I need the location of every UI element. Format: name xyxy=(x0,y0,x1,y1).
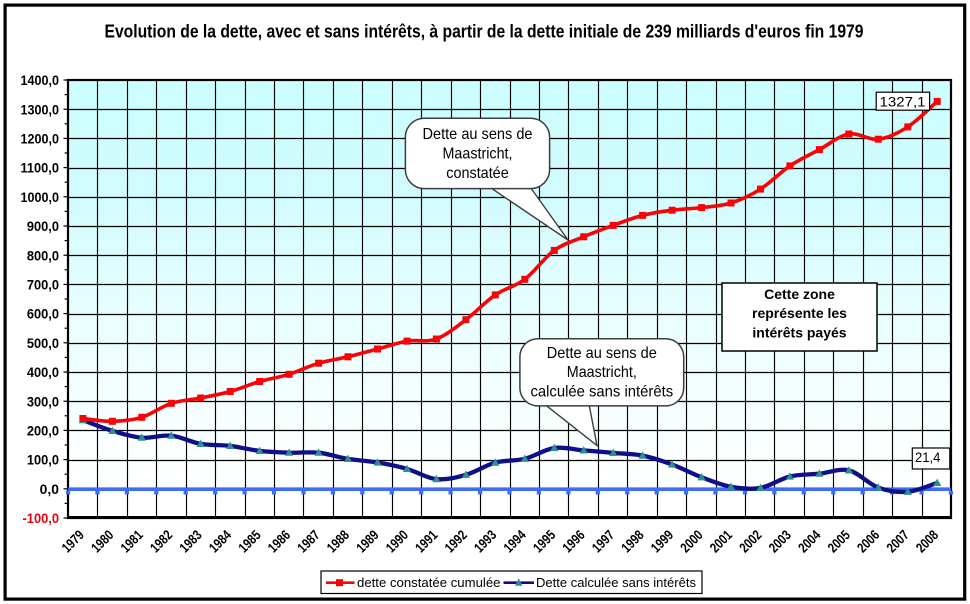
svg-text:Dette au sens de: Dette au sens de xyxy=(547,345,657,362)
svg-text:100,0: 100,0 xyxy=(27,453,59,468)
svg-text:700,0: 700,0 xyxy=(27,278,59,293)
svg-text:intérêts payés: intérêts payés xyxy=(752,325,846,341)
svg-text:dette constatée cumulée: dette constatée cumulée xyxy=(357,575,501,590)
svg-text:Maastricht,: Maastricht, xyxy=(443,146,513,163)
svg-text:1000,0: 1000,0 xyxy=(21,190,60,205)
svg-text:calculée sans intérêts: calculée sans intérêts xyxy=(530,383,673,400)
svg-text:200,0: 200,0 xyxy=(27,424,59,439)
svg-text:300,0: 300,0 xyxy=(27,394,59,409)
svg-text:1400,0: 1400,0 xyxy=(21,73,60,88)
svg-text:-100,0: -100,0 xyxy=(23,511,60,526)
svg-text:1200,0: 1200,0 xyxy=(21,132,60,147)
svg-text:Dette au sens de: Dette au sens de xyxy=(423,126,533,143)
svg-text:1300,0: 1300,0 xyxy=(21,102,60,117)
svg-text:Maastricht,: Maastricht, xyxy=(567,364,637,381)
svg-text:1327,1: 1327,1 xyxy=(880,93,926,109)
svg-text:600,0: 600,0 xyxy=(27,307,59,322)
svg-text:Cette zone: Cette zone xyxy=(764,286,835,302)
svg-text:500,0: 500,0 xyxy=(27,336,59,351)
svg-text:Evolution de la dette, avec et: Evolution de la dette, avec et sans inté… xyxy=(105,21,864,42)
svg-text:Dette calculée sans intérêts: Dette calculée sans intérêts xyxy=(536,575,696,590)
svg-text:900,0: 900,0 xyxy=(27,219,59,234)
svg-text:400,0: 400,0 xyxy=(27,365,59,380)
svg-text:0,0: 0,0 xyxy=(40,482,59,497)
svg-text:800,0: 800,0 xyxy=(27,248,59,263)
svg-text:21,4: 21,4 xyxy=(915,449,941,465)
svg-text:constatée: constatée xyxy=(446,165,508,182)
svg-text:représente les: représente les xyxy=(752,305,847,321)
svg-text:1100,0: 1100,0 xyxy=(21,161,60,176)
